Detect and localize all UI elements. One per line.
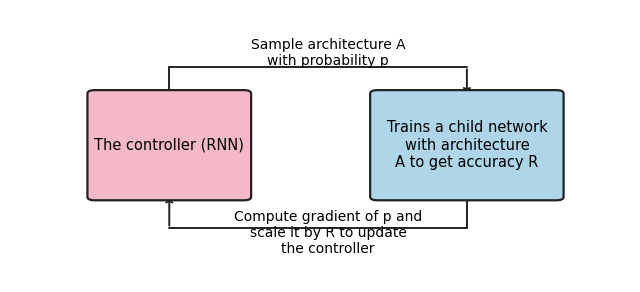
- FancyBboxPatch shape: [88, 90, 251, 200]
- Text: Compute gradient of p and
scale it by R to update
the controller: Compute gradient of p and scale it by R …: [234, 210, 422, 256]
- Text: Sample architecture A
with probability p: Sample architecture A with probability p: [251, 38, 405, 68]
- Text: The controller (RNN): The controller (RNN): [94, 138, 244, 153]
- FancyBboxPatch shape: [370, 90, 564, 200]
- Text: Trains a child network
with architecture
A to get accuracy R: Trains a child network with architecture…: [387, 120, 547, 170]
